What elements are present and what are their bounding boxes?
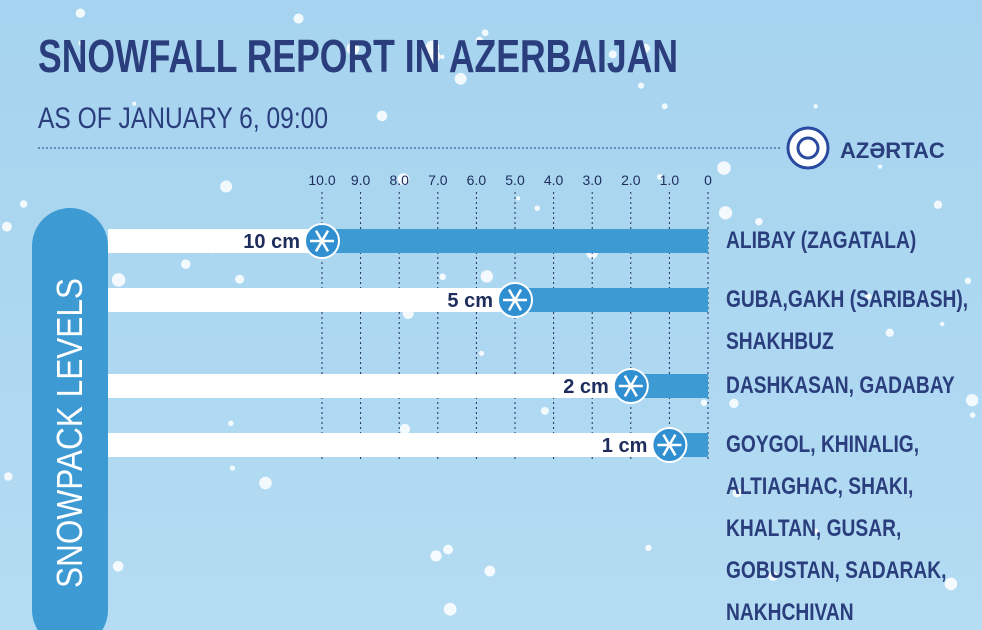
snow-dot bbox=[933, 200, 943, 209]
snow-dot bbox=[964, 277, 972, 284]
snow-dot bbox=[4, 472, 13, 481]
snow-dot bbox=[877, 164, 883, 169]
chart-subtitle: AS OF JANUARY 6, 09:00 bbox=[38, 102, 328, 135]
snow-dot bbox=[111, 273, 126, 287]
snow-dot bbox=[259, 476, 272, 490]
bar-track bbox=[108, 229, 322, 253]
x-tick-label: 10.0 bbox=[308, 172, 335, 188]
snow-dot bbox=[645, 544, 652, 551]
x-tick-label: 3.0 bbox=[582, 172, 602, 188]
x-tick-label: 7.0 bbox=[428, 172, 448, 188]
snow-dot bbox=[944, 577, 958, 591]
snow-dot bbox=[19, 200, 28, 208]
snow-dot bbox=[443, 602, 457, 616]
snow-dot bbox=[813, 528, 819, 534]
snow-dot bbox=[940, 321, 945, 327]
snow-dot bbox=[132, 101, 137, 106]
snowflake-icon bbox=[497, 282, 533, 318]
snow-dot bbox=[430, 550, 442, 562]
snow-dot bbox=[440, 54, 445, 60]
x-tick-label: 9.0 bbox=[351, 172, 371, 188]
x-tick-label: 2.0 bbox=[621, 172, 641, 188]
bar-track bbox=[108, 433, 670, 457]
snow-dot bbox=[235, 274, 245, 284]
snow-dot bbox=[293, 13, 304, 24]
snow-dot bbox=[755, 217, 763, 226]
snow-dot bbox=[813, 104, 818, 109]
x-tick-label: 4.0 bbox=[544, 172, 564, 188]
snowflake-arm bbox=[507, 288, 523, 312]
value-label: 5 cm bbox=[447, 290, 493, 312]
snow-dot bbox=[479, 350, 485, 356]
snow-dot bbox=[1, 221, 12, 232]
snow-dot bbox=[481, 29, 489, 37]
snowflake-icon bbox=[651, 427, 688, 463]
snow-dot bbox=[484, 565, 496, 577]
bar-track bbox=[108, 288, 515, 312]
snow-dot bbox=[965, 394, 979, 407]
snow-dot bbox=[540, 407, 549, 415]
snowflake-icon bbox=[304, 223, 340, 259]
snow-dot bbox=[376, 110, 388, 122]
x-tick-label: 1.0 bbox=[660, 172, 680, 188]
snow-dot bbox=[732, 488, 742, 498]
snow-dot bbox=[969, 412, 976, 418]
snow-dot bbox=[399, 423, 411, 435]
snow-dot bbox=[865, 293, 872, 300]
x-tick-label: 6.0 bbox=[467, 172, 487, 188]
category-label: DASHKASAN, GADABAY bbox=[726, 372, 955, 399]
snow-dot bbox=[768, 571, 778, 582]
logo-text: AZƏRTAC bbox=[840, 138, 945, 163]
snow-dot bbox=[439, 273, 446, 281]
snow-dot bbox=[229, 465, 236, 471]
snow-dot bbox=[637, 82, 645, 89]
bar bbox=[322, 229, 708, 253]
chart-title: SNOWFALL REPORT IN AZERBAIJAN bbox=[38, 30, 678, 82]
snow-dot bbox=[700, 399, 708, 407]
snow-dot bbox=[641, 43, 651, 53]
snow-dot bbox=[425, 40, 440, 55]
value-label: 1 cm bbox=[602, 435, 648, 457]
snow-dot bbox=[454, 72, 467, 85]
snow-dot bbox=[78, 40, 85, 47]
snow-dot bbox=[180, 259, 191, 269]
snow-dot bbox=[397, 173, 410, 186]
y-axis-label: SNOWPACK LEVELS bbox=[49, 278, 90, 588]
bar bbox=[515, 288, 708, 312]
snow-dot bbox=[718, 206, 733, 220]
logo-icon bbox=[786, 126, 830, 170]
x-tick-label: 5.0 bbox=[505, 172, 525, 188]
snow-dot bbox=[75, 8, 86, 18]
snow-dot bbox=[656, 174, 663, 180]
x-tick-label: 0 bbox=[704, 172, 712, 188]
snow-dot bbox=[661, 103, 668, 110]
value-label: 2 cm bbox=[563, 376, 609, 398]
snowflake-icon bbox=[612, 368, 649, 404]
category-label: GOYGOL, KHINALIG, ALTIAGHAC, SHAKI, KHAL… bbox=[726, 431, 947, 626]
snow-dot bbox=[112, 561, 124, 572]
bar-track bbox=[108, 374, 631, 398]
snow-dot bbox=[534, 205, 540, 211]
snow-dot bbox=[885, 328, 894, 337]
x-tick-label: 8.0 bbox=[389, 172, 409, 188]
snow-dot bbox=[608, 50, 617, 59]
snow-dot bbox=[475, 36, 484, 45]
snow-dot bbox=[228, 420, 234, 427]
snowflake-arm bbox=[623, 374, 638, 398]
value-label: 10 cm bbox=[243, 231, 300, 253]
label-column bbox=[32, 208, 108, 630]
snow-dot bbox=[717, 161, 731, 175]
snow-dot bbox=[729, 398, 739, 409]
category-label: ALIBAY (ZAGATALA) bbox=[726, 227, 917, 254]
snow-dot bbox=[443, 544, 453, 555]
snowflake-arm bbox=[662, 433, 677, 457]
snow-dot bbox=[516, 196, 521, 201]
category-label: GUBA,GAKH (SARIBASH), SHAKHBUZ bbox=[726, 286, 969, 355]
snow-dot bbox=[220, 180, 233, 193]
snow-dot bbox=[346, 42, 360, 56]
snowflake-arm bbox=[314, 229, 330, 253]
snow-dot bbox=[480, 270, 494, 283]
